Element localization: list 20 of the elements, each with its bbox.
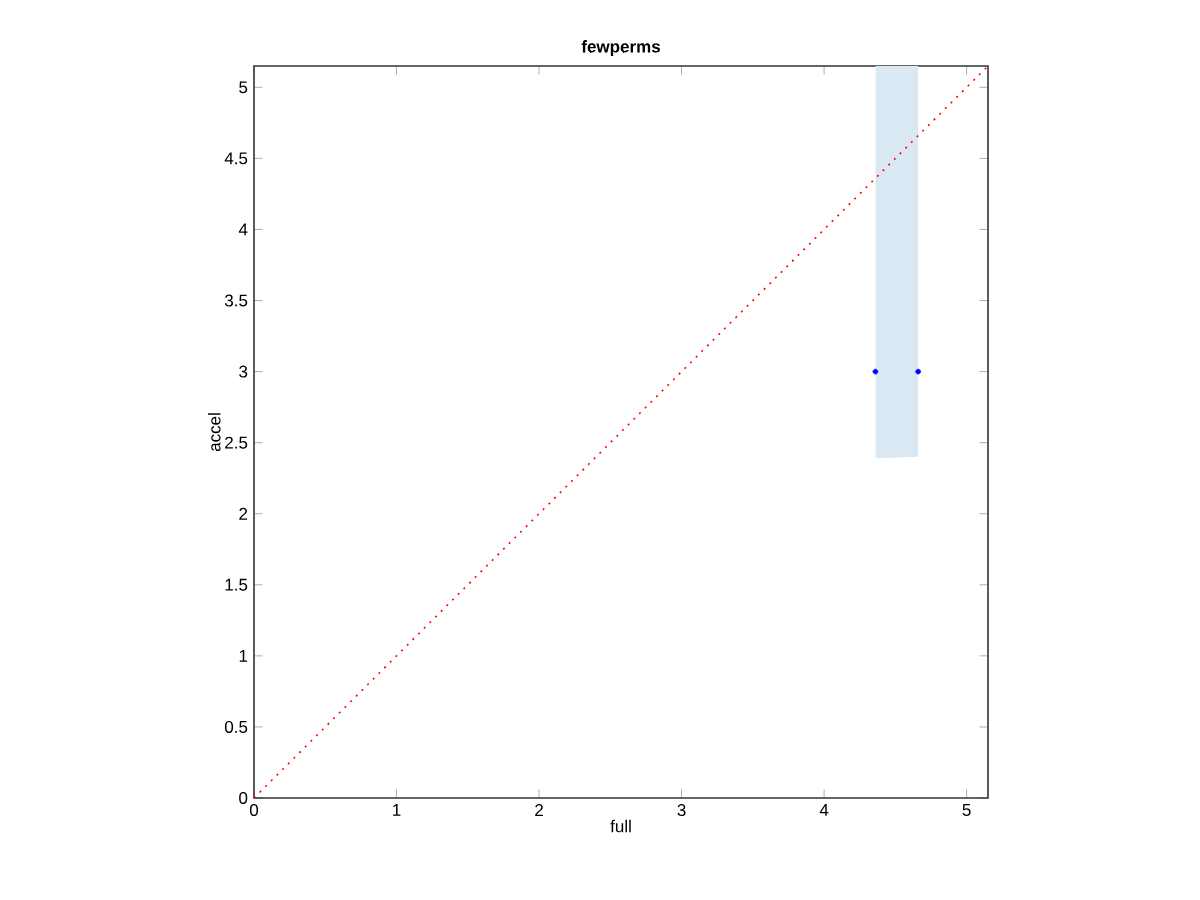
x-axis-title: full — [610, 819, 631, 833]
y-tick-label: 2 — [239, 507, 248, 520]
x-tick-label: 4 — [819, 804, 829, 816]
y-tick-label: 3 — [239, 365, 248, 378]
y-tick-label: 1 — [239, 650, 248, 662]
y-tick-label: 4 — [238, 223, 248, 236]
y-tick-label: 5 — [239, 81, 248, 94]
chart-title: fewperms — [581, 40, 660, 56]
y-tick-label: 0.5 — [224, 720, 248, 733]
y-tick-label: 1.5 — [225, 578, 248, 591]
y-tick-label: 4.5 — [224, 152, 248, 165]
x-tick-label: 2 — [535, 804, 543, 816]
x-tick-label: 5 — [962, 804, 971, 816]
y-tick-label: 3.5 — [224, 294, 248, 307]
x-tick-label: 1 — [393, 804, 401, 816]
y-tick-label: 2.5 — [225, 436, 248, 449]
y-tick-label: 0 — [239, 791, 248, 805]
x-tick-label: 3 — [677, 804, 686, 817]
y-axis-title: accel — [208, 413, 221, 452]
x-tick-label: 0 — [249, 804, 259, 817]
